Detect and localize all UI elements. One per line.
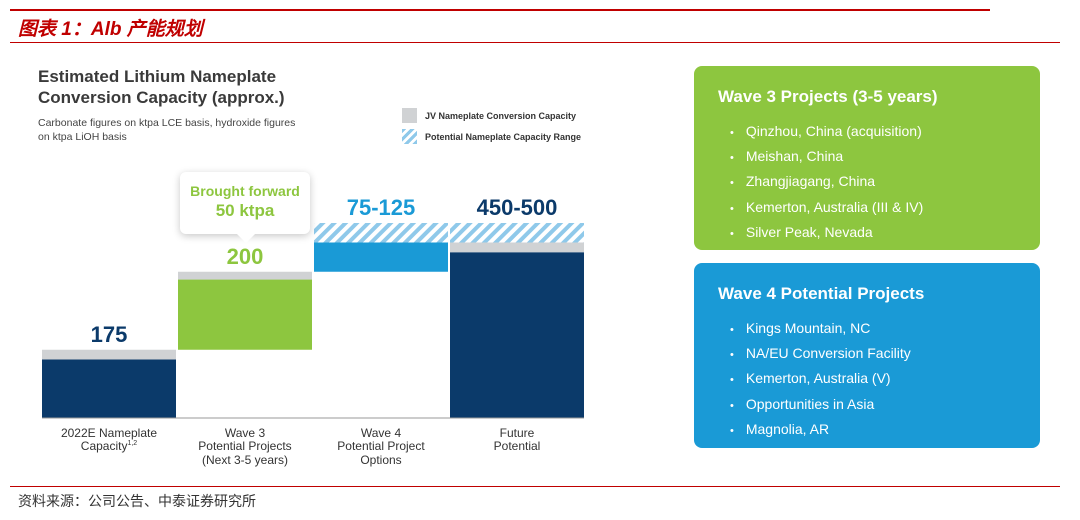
- callout-line1: Brought forward: [190, 183, 300, 199]
- chart-subtitle: Carbonate figures on ktpa LCE basis, hyd…: [38, 117, 296, 143]
- legend-label: Potential Nameplate Capacity Range: [425, 131, 582, 142]
- list-item: Kings Mountain, NC: [730, 317, 911, 342]
- list-item: Meishan, China: [730, 145, 923, 170]
- figure-title: 图表 1：Alb 产能规划: [18, 19, 203, 40]
- legend-swatch-hatched: [402, 129, 417, 144]
- tick-label: Capacity1,2: [81, 439, 138, 453]
- list-item: Magnolia, AR: [730, 418, 911, 443]
- brought-forward-callout: Brought forward 50 ktpa: [180, 172, 310, 243]
- list-item: Kemerton, Australia (V): [730, 367, 911, 392]
- wave4-projects-panel: Wave 4 Potential Projects Kings Mountain…: [694, 263, 1040, 448]
- bar-range-segment: [450, 223, 584, 243]
- tick-label: Future: [500, 426, 535, 440]
- data-label: 200: [227, 244, 264, 269]
- legend-item-range: Potential Nameplate Capacity Range: [402, 129, 581, 144]
- bar-jv-segment: [178, 271, 312, 280]
- tick-label: Potential: [494, 439, 541, 453]
- tick-label: (Next 3-5 years): [202, 453, 288, 467]
- bar-solid-segment: [42, 359, 176, 418]
- list-item: NA/EU Conversion Facility: [730, 342, 911, 367]
- legend-item-jv: JV Nameplate Conversion Capacity: [402, 108, 581, 123]
- list-item: Opportunities in Asia: [730, 393, 911, 418]
- tick-label: Potential Projects: [198, 439, 291, 453]
- title-rule: [10, 42, 1060, 43]
- tick-label: Options: [360, 453, 401, 467]
- wave3-project-list: Qinzhou, China (acquisition) Meishan, Ch…: [730, 120, 923, 246]
- tick-label: Potential Project: [337, 439, 425, 453]
- data-label: 175: [91, 322, 128, 347]
- legend-label: JV Nameplate Conversion Capacity: [425, 110, 577, 121]
- list-item: Zhangjiagang, China: [730, 170, 923, 195]
- bar-jv-segment: [450, 242, 584, 253]
- data-label: 75-125: [347, 195, 416, 220]
- bar-jv-segment: [42, 349, 176, 360]
- list-item: Silver Peak, Nevada: [730, 221, 923, 246]
- data-label: 450-500: [477, 195, 558, 220]
- top-rule: [10, 9, 990, 11]
- tick-label: 2022E Nameplate: [61, 426, 157, 440]
- list-item: Qinzhou, China (acquisition): [730, 120, 923, 145]
- legend: JV Nameplate Conversion Capacity Potenti…: [402, 108, 581, 150]
- callout-line2: 50 ktpa: [215, 201, 275, 220]
- bar-solid-segment: [450, 252, 584, 418]
- tick-label: Wave 3: [225, 426, 266, 440]
- wave4-project-list: Kings Mountain, NC NA/EU Conversion Faci…: [730, 317, 911, 443]
- tick-label: Wave 4: [361, 426, 402, 440]
- list-item: Kemerton, Australia (III & IV): [730, 196, 923, 221]
- source-note: 资料来源：公司公告、中泰证券研究所: [18, 494, 256, 510]
- bottom-rule: [10, 486, 1060, 487]
- bar-range-segment: [314, 223, 448, 243]
- bar-solid-segment: [314, 242, 448, 272]
- bar-solid-segment: [178, 279, 312, 350]
- wave4-panel-title: Wave 4 Potential Projects: [718, 284, 925, 303]
- chart-title: Estimated Lithium Nameplate Conversion C…: [38, 67, 285, 107]
- wave3-panel-title: Wave 3 Projects (3-5 years): [718, 87, 938, 106]
- wave3-projects-panel: Wave 3 Projects (3-5 years) Qinzhou, Chi…: [694, 66, 1040, 250]
- legend-swatch-solid: [402, 108, 417, 123]
